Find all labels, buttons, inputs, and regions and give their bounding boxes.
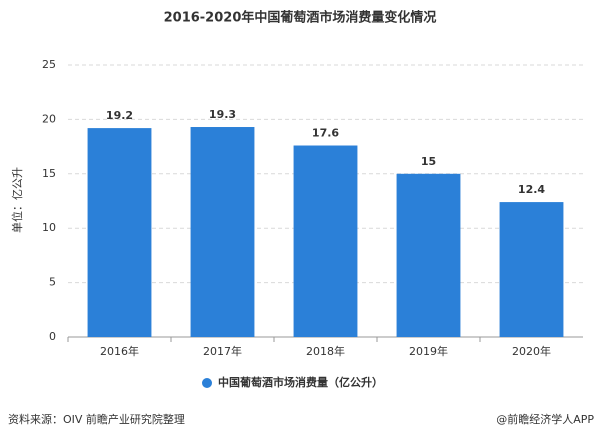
x-tick-label: 2017年: [203, 344, 242, 358]
y-tick-label: 15: [42, 167, 56, 180]
bar: [87, 128, 152, 337]
x-tick-label: 2018年: [306, 344, 345, 358]
bar: [293, 145, 358, 337]
x-tick-label: 2020年: [512, 344, 551, 358]
y-tick-label: 20: [42, 112, 56, 125]
bar: [190, 127, 255, 338]
y-tick-label: 10: [42, 221, 56, 234]
legend-label: 中国葡萄酒市场消费量（亿公升）: [218, 375, 383, 389]
value-label: 19.2: [106, 109, 133, 122]
y-tick-label: 5: [49, 276, 56, 289]
bar: [396, 173, 461, 337]
y-tick-label: 25: [42, 58, 56, 71]
x-tick-label: 2016年: [100, 344, 139, 358]
value-label: 15: [421, 155, 436, 168]
value-label: 19.3: [209, 108, 236, 121]
credit-note: @前瞻经济学人APP: [496, 412, 594, 426]
y-tick-label: 0: [49, 330, 56, 343]
value-label: 17.6: [312, 127, 339, 140]
value-label: 12.4: [518, 183, 545, 196]
legend-marker: [202, 378, 212, 388]
x-tick-label: 2019年: [409, 344, 448, 358]
chart-title: 2016-2020年中国葡萄酒市场消费量变化情况: [164, 10, 437, 26]
source-note: 资料来源：OIV 前瞻产业研究院整理: [8, 412, 185, 426]
y-axis-label: 单位：亿公升: [10, 167, 24, 233]
bar: [499, 202, 564, 337]
